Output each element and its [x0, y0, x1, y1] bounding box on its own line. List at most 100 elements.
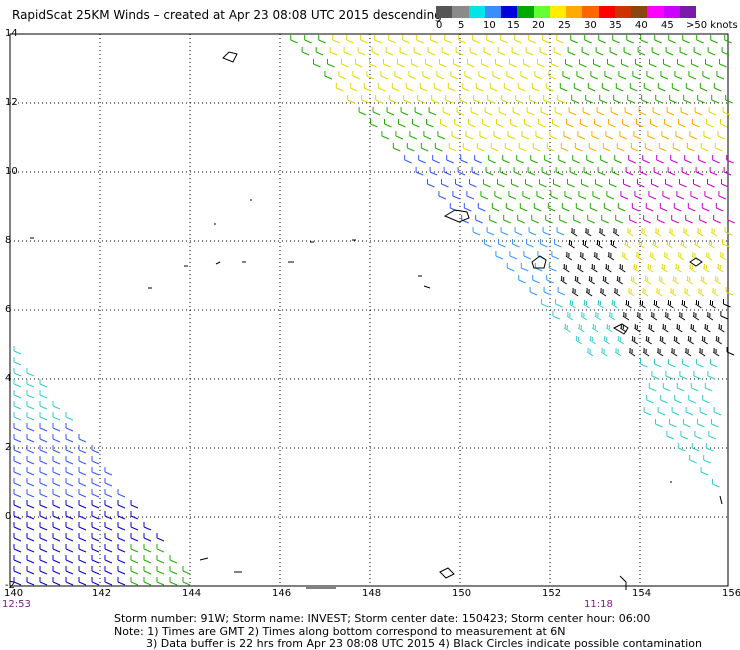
wind-barb [495, 251, 504, 260]
wind-barb [91, 467, 100, 476]
colorbar-label: 10 [483, 20, 496, 31]
wind-barb [662, 324, 669, 333]
wind-barb [631, 203, 640, 212]
wind-barb [52, 511, 61, 520]
wind-barb [104, 533, 113, 542]
wind-barb [39, 401, 48, 410]
longitude-tick-label: 150 [452, 588, 472, 599]
wind-barb [529, 287, 538, 296]
wind-barb [52, 544, 61, 553]
wind-barb [543, 287, 552, 296]
wind-barb [441, 47, 450, 56]
wind-barb [691, 252, 699, 261]
wind-barb [638, 107, 647, 116]
wind-barb [65, 500, 74, 509]
wind-barb [65, 533, 74, 542]
wind-barb [39, 434, 48, 443]
wind-barb [130, 522, 139, 531]
wind-barb [169, 555, 178, 564]
wind-barb [705, 59, 713, 68]
wind-barb [313, 59, 321, 68]
wind-barb [691, 59, 699, 68]
wind-barb [537, 59, 545, 68]
island-outline [439, 567, 455, 579]
wind-barb [681, 167, 690, 176]
wind-barb [78, 511, 87, 520]
wind-barb [91, 533, 100, 542]
wind-barb [560, 276, 567, 285]
wind-barb [143, 577, 152, 586]
wind-barb [699, 83, 708, 92]
wind-barb [499, 167, 508, 176]
wind-barb [585, 288, 593, 297]
wind-barb [709, 300, 716, 309]
wind-barb [660, 71, 669, 80]
wind-barb [39, 423, 48, 432]
wind-barb [676, 324, 683, 333]
wind-barb [619, 131, 628, 140]
colorbar-segment [582, 6, 599, 18]
wind-barb [452, 191, 461, 200]
wind-barb [690, 191, 699, 200]
wind-barb [13, 500, 22, 509]
wind-barb [13, 467, 22, 476]
wind-barb [721, 179, 729, 188]
wind-barb [516, 155, 524, 164]
wind-barb [712, 479, 720, 488]
wind-barb [467, 59, 475, 68]
wind-barb [589, 203, 598, 212]
wind-barb [563, 131, 572, 140]
note-line-2: 3) Data buffer is 22 hrs from Apr 23 08:… [146, 637, 702, 650]
wind-barb [714, 276, 721, 285]
wind-barb [503, 83, 512, 92]
colorbar-segment [452, 6, 469, 18]
wind-barb [39, 390, 48, 399]
wind-barb [478, 71, 487, 80]
wind-barb [711, 288, 719, 297]
wind-barb [685, 215, 693, 224]
wind-barb [539, 47, 548, 56]
island-outline [443, 209, 470, 223]
wind-barb [52, 445, 61, 454]
wind-barb [39, 489, 48, 498]
wind-barb [679, 371, 688, 380]
colorbar-segment [484, 6, 501, 18]
wind-barb [553, 47, 562, 56]
wind-barb [663, 252, 671, 261]
wind-barb [710, 228, 718, 237]
wind-barb [687, 336, 694, 345]
wind-barb [665, 371, 674, 380]
wind-barb [560, 143, 569, 152]
wind-barb [91, 478, 100, 487]
wind-barb [652, 107, 661, 116]
wind-barb [668, 359, 676, 368]
wind-barb [78, 489, 87, 498]
wind-barb [454, 119, 462, 128]
wind-barb [535, 131, 544, 140]
wind-barb [505, 203, 514, 212]
colorbar-segment [647, 6, 664, 18]
wind-barb [524, 119, 532, 128]
wind-barb [565, 59, 573, 68]
wind-barb [315, 47, 324, 56]
wind-barb [78, 544, 87, 553]
wind-barb [52, 467, 61, 476]
latitude-tick-label: 0 [5, 511, 12, 522]
wind-barb [468, 119, 476, 128]
wind-barb [614, 155, 622, 164]
island-outline [531, 255, 547, 269]
island-outline [612, 323, 629, 335]
wind-barb [52, 478, 61, 487]
wind-barb [130, 511, 139, 520]
wind-barb [661, 131, 670, 140]
wind-barb [301, 47, 310, 56]
wind-barb [573, 83, 582, 92]
wind-barb [668, 228, 676, 237]
wind-barb [498, 239, 506, 248]
wind-barb [601, 83, 610, 92]
wind-barb [621, 252, 629, 261]
wind-barb [26, 489, 35, 498]
colorbar-segment [679, 6, 696, 18]
wind-barb [608, 312, 616, 321]
wind-barb [503, 215, 511, 224]
